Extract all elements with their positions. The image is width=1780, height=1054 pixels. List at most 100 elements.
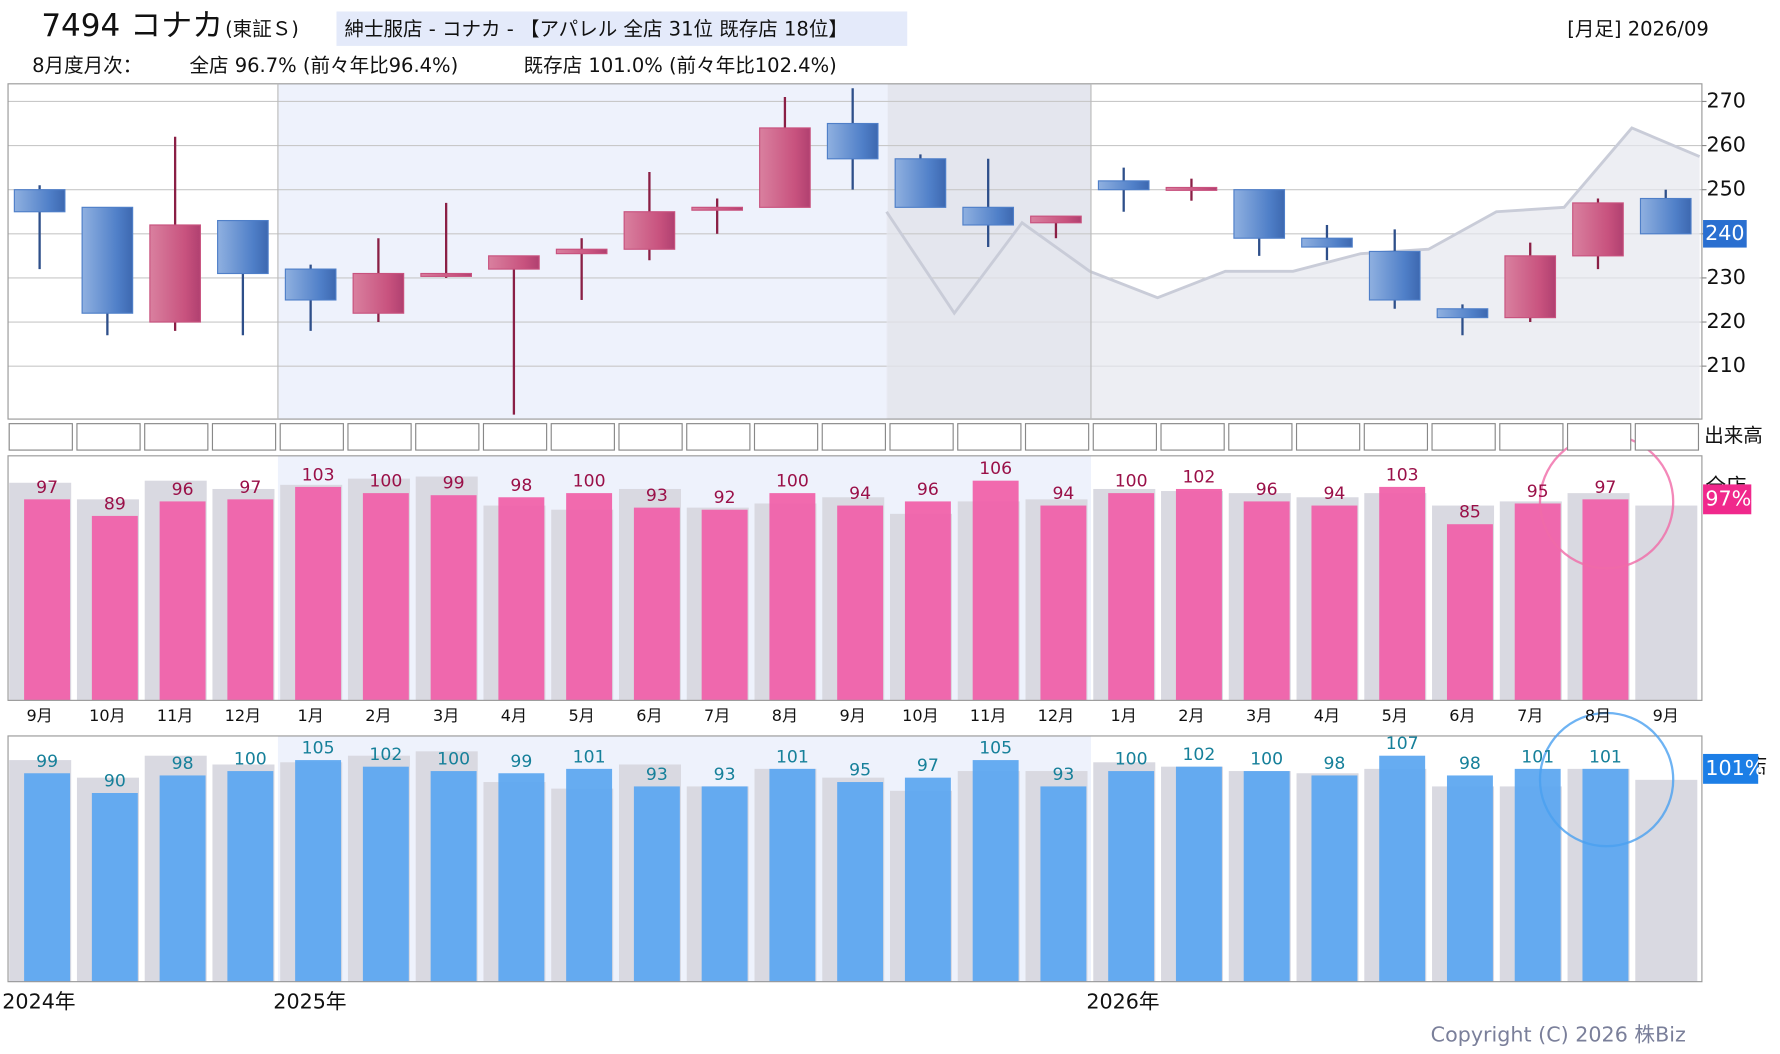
highlight-circle: [1538, 711, 1675, 848]
candle-body: [488, 255, 540, 270]
bar: [24, 499, 71, 701]
bar: [1243, 501, 1290, 701]
x-tick-label: 12月: [225, 706, 262, 725]
x-tick-label: 6月: [636, 706, 662, 725]
candle-body: [962, 206, 1015, 226]
bar: [1108, 493, 1155, 701]
volume-cell: [1566, 423, 1632, 451]
y-tick-label: 260: [1707, 133, 1746, 157]
candle-body: [13, 189, 66, 213]
bar: [91, 515, 138, 701]
candle-body: [1233, 189, 1286, 239]
x-tick-label: 9月: [1653, 706, 1679, 725]
bar: [362, 493, 409, 701]
title: 7494 コナカ: [41, 8, 223, 44]
bar: [227, 499, 274, 701]
volume-cell: [753, 423, 819, 451]
candle-body: [284, 268, 337, 301]
bar: [1582, 768, 1629, 982]
bar: [362, 766, 409, 982]
volume-cell: [144, 423, 209, 451]
year-band: [277, 735, 1091, 982]
value-label: 98: [1459, 754, 1481, 774]
bar: [1446, 524, 1493, 701]
bar: [227, 771, 274, 982]
value-label: 100: [1250, 750, 1283, 770]
bar: [1379, 486, 1426, 701]
period: [月足] 2026/09: [1567, 17, 1709, 40]
x-tick-label: 10月: [902, 706, 939, 725]
candle-body: [1097, 180, 1150, 191]
volume-cell: [347, 423, 412, 451]
value-label: 90: [104, 772, 126, 792]
volume-cell: [1499, 423, 1564, 451]
candle-body: [759, 127, 811, 208]
bar: [1514, 768, 1561, 982]
value-label: 101: [573, 747, 606, 767]
value-label: 92: [714, 488, 736, 508]
value-label: 98: [510, 476, 532, 496]
value-label: 95: [1527, 482, 1549, 502]
bar: [91, 793, 138, 982]
prior-bar: [1635, 779, 1698, 982]
value-label: 96: [1256, 480, 1278, 500]
candle-body: [1368, 250, 1421, 301]
year-label: 2026年: [1086, 989, 1159, 1013]
bar: [1040, 505, 1087, 701]
y-tick-label: 220: [1707, 309, 1746, 333]
x-tick-label: 4月: [1314, 706, 1340, 725]
value-label: 99: [36, 752, 58, 772]
candle-body: [1030, 215, 1082, 224]
bar: [769, 768, 816, 982]
panel-frame: [7, 735, 1703, 983]
value-label: 93: [646, 486, 668, 506]
bar: [1175, 766, 1222, 982]
x-tick-label: 4月: [501, 706, 527, 725]
price-badge: 240: [1705, 221, 1744, 245]
x-tick-label: 11月: [970, 706, 1007, 725]
value-label: 107: [1386, 734, 1419, 754]
value-label: 97: [36, 478, 58, 498]
volume-cell: [821, 423, 886, 451]
value-label: 94: [1052, 484, 1074, 504]
bar: [1175, 488, 1222, 701]
value-label: 106: [979, 459, 1012, 479]
candle-body: [894, 158, 947, 208]
exchange: (東証Ｓ): [225, 17, 299, 40]
copyright: Copyright (C) 2026 株Biz: [1431, 1023, 1686, 1047]
volume-cell: [1024, 423, 1090, 451]
bar: [295, 760, 342, 982]
x-tick-label: 5月: [569, 706, 595, 725]
y-tick-label: 210: [1707, 353, 1746, 377]
volume-cell: [889, 423, 954, 451]
value-label: 105: [979, 739, 1012, 759]
y-tick-label: 230: [1707, 265, 1746, 289]
volume-cell: [482, 423, 548, 451]
bar: [904, 501, 951, 701]
x-tick-label: 12月: [1038, 706, 1075, 725]
value-label: 100: [234, 750, 267, 770]
bar: [837, 782, 884, 982]
value-label: 100: [437, 750, 470, 770]
bar: [430, 495, 477, 701]
bar: [1311, 505, 1358, 701]
candle-body: [555, 248, 608, 255]
volume-cell: [618, 423, 683, 451]
volume-cell: [686, 423, 751, 451]
x-tick-label: 5月: [1382, 706, 1408, 725]
bar: [837, 505, 884, 701]
volume-cell: [550, 423, 615, 451]
bar: [633, 786, 680, 982]
volume-cell: [211, 423, 277, 451]
x-tick-label: 11月: [157, 706, 194, 725]
volume-cell: [1160, 423, 1225, 451]
value-label: 96: [917, 480, 939, 500]
value-label: 85: [1459, 503, 1481, 523]
volume-cell: [1431, 423, 1496, 451]
volume-cell: [1295, 423, 1361, 451]
bar: [1446, 775, 1493, 982]
prior-bar: [1635, 505, 1698, 701]
value-label: 100: [573, 472, 606, 492]
candle-body: [217, 219, 269, 275]
